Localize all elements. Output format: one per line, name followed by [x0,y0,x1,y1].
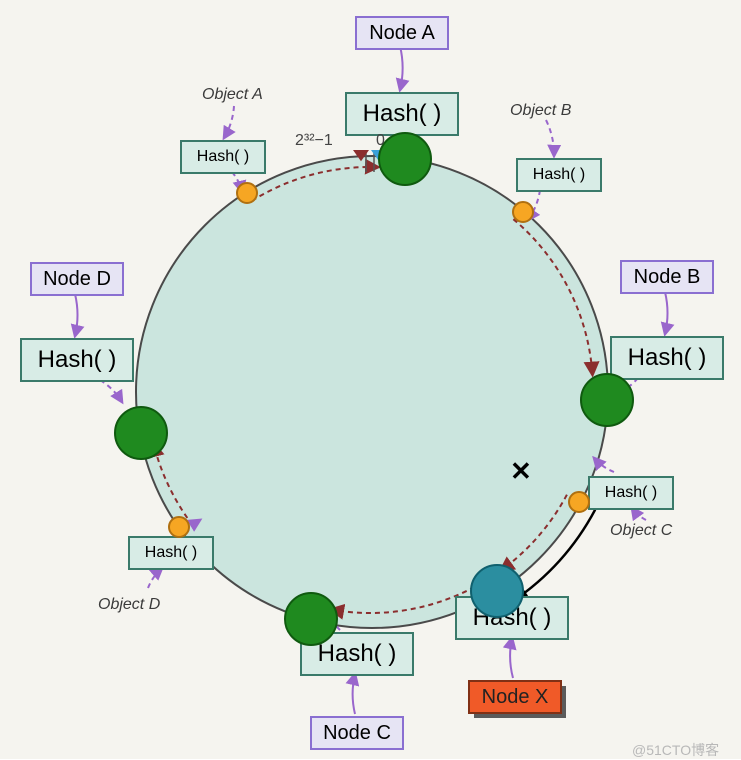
node-box-nodeX: Node X [468,680,562,714]
orange-dot-2 [568,491,590,513]
range-label-left: 2³²−1 [295,132,333,150]
label-objD: Object D [98,596,160,614]
hash-box-hashOD: Hash( ) [128,536,214,570]
teal-node [470,564,524,618]
hash-box-hashOC: Hash( ) [588,476,674,510]
green-node-1 [580,373,634,427]
node-box-nodeC: Node C [310,716,404,750]
label-objB: Object B [510,102,571,120]
hash-box-hashOA: Hash( ) [180,140,266,174]
node-box-nodeA: Node A [355,16,449,50]
node-box-nodeB: Node B [620,260,714,294]
label-objC: Object C [610,522,672,540]
hash-box-hashD: Hash( ) [20,338,134,382]
node-box-nodeD: Node D [30,262,124,296]
range-label-right: 0 [376,132,385,150]
green-node-3 [114,406,168,460]
hash-box-hashA: Hash( ) [345,92,459,136]
label-objA: Object A [202,86,263,104]
orange-dot-1 [512,201,534,223]
green-node-0 [378,132,432,186]
x-mark: ✕ [510,456,532,487]
hash-box-hashOB: Hash( ) [516,158,602,192]
green-node-2 [284,592,338,646]
diagram-canvas: Node A Node B Node C Node D Node X Hash( ) Has… [0,0,741,759]
hash-box-hashB: Hash( ) [610,336,724,380]
watermark: @51CTO博客 [632,740,719,760]
